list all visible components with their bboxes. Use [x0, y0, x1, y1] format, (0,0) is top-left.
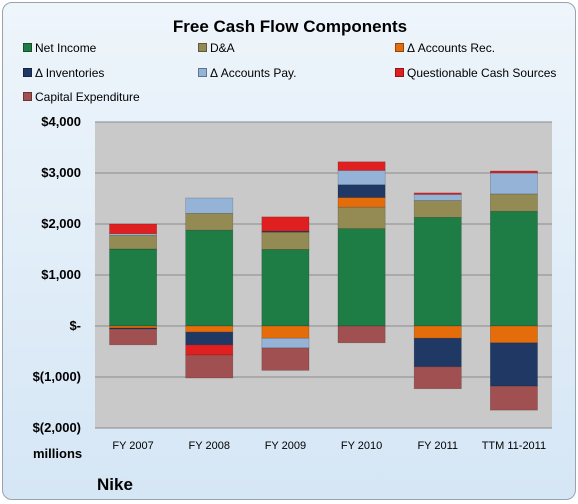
chart-title: Free Cash Flow Components	[172, 17, 408, 36]
bar-delta-accounts-pay-fy-2009	[261, 337, 310, 349]
bar-delta-accounts-rec-fy-2009	[261, 325, 310, 339]
y-tick-label: $-	[69, 318, 81, 333]
bar-capital-expenditure-fy-2010	[337, 325, 386, 344]
bar-questionable-cash-sources-fy-2008	[185, 344, 234, 356]
bar-delta-accounts-pay-fy-2011	[413, 194, 462, 201]
bar-questionable-cash-sources-fy-2007	[109, 223, 157, 234]
legend-item-delta-accounts-pay: Δ Accounts Pay.	[198, 66, 297, 80]
y-tick-label: $4,000	[41, 114, 81, 129]
bar-delta-inventories-ttm-11-2011	[490, 342, 538, 387]
legend-label: D&A	[210, 41, 235, 55]
bar-capital-expenditure-ttm-11-2011	[490, 385, 538, 411]
legend-item-delta-inventories: Δ Inventories	[23, 66, 104, 80]
bar-questionable-cash-sources-fy-2010	[337, 161, 386, 171]
y-tick-label: $(2,000)	[32, 420, 81, 435]
bar-delta-inventories-fy-2010	[337, 184, 386, 198]
x-tick-label: TTM 11-2011	[481, 440, 547, 452]
bar-net-income-fy-2007	[109, 248, 157, 327]
bar-delta-accounts-pay-fy-2010	[337, 170, 386, 186]
bar-danda-fy-2010	[337, 206, 386, 229]
bar-capital-expenditure-fy-2008	[185, 354, 234, 379]
bar-delta-accounts-rec-fy-2010	[337, 197, 386, 208]
bar-delta-accounts-rec-fy-2011	[413, 325, 462, 339]
bar-capital-expenditure-fy-2011	[413, 366, 462, 390]
bar-delta-accounts-rec-fy-2007	[109, 325, 157, 329]
legend-item-delta-accounts-rec: Δ Accounts Rec.	[395, 41, 495, 55]
bar-delta-accounts-rec-fy-2008	[185, 325, 234, 333]
x-tick-label: FY 2009	[264, 440, 307, 452]
legend-label: Net Income	[35, 41, 97, 55]
bar-delta-inventories-fy-2008	[185, 331, 234, 346]
bar-delta-accounts-rec-ttm-11-2011	[490, 325, 538, 344]
x-tick-label: FY 2008	[188, 440, 230, 452]
legend-swatch	[23, 68, 32, 77]
y-tick-label: $(1,000)	[32, 369, 81, 384]
legend-item-net-income: Net Income	[23, 41, 96, 55]
y-tick-label: $1,000	[41, 267, 81, 282]
bar-danda-fy-2011	[413, 200, 462, 218]
legend-label: Δ Accounts Pay.	[210, 66, 297, 80]
bar-danda-ttm-11-2011	[490, 193, 538, 212]
bar-capital-expenditure-fy-2009	[261, 347, 310, 371]
legend-item-danda: D&A	[198, 41, 235, 55]
bar-capital-expenditure-fy-2007	[109, 328, 157, 346]
bar-questionable-cash-sources-fy-2009	[261, 216, 310, 232]
bar-delta-inventories-fy-2011	[413, 337, 462, 368]
bar-delta-accounts-pay-ttm-11-2011	[490, 172, 538, 195]
legend-item-questionable-cash-sources: Questionable Cash Sources	[395, 66, 556, 80]
legend-label: Capital Expenditure	[35, 90, 140, 104]
bar-net-income-ttm-11-2011	[490, 210, 538, 327]
bar-net-income-fy-2011	[413, 217, 462, 327]
units-label: millions	[33, 446, 83, 461]
x-tick-label: FY 2007	[112, 440, 154, 452]
legend-label: Δ Accounts Rec.	[407, 41, 496, 55]
legend-swatch	[23, 92, 32, 101]
legend-label: Δ Inventories	[35, 66, 105, 80]
bar-net-income-fy-2008	[185, 229, 234, 327]
x-tick-label: FY 2011	[417, 440, 459, 452]
legend-swatch	[23, 43, 32, 52]
bar-net-income-fy-2010	[337, 228, 386, 327]
bar-questionable-cash-sources-fy-2011	[413, 192, 462, 195]
bar-danda-fy-2007	[109, 234, 157, 250]
bar-danda-fy-2008	[185, 212, 234, 231]
legend-swatch	[198, 43, 207, 52]
legend-item-capital-expenditure: Capital Expenditure	[23, 90, 140, 104]
bar-danda-fy-2009	[261, 231, 310, 250]
company-label: Nike	[97, 475, 133, 494]
plot-area	[95, 121, 552, 429]
legend-label: Questionable Cash Sources	[407, 66, 557, 80]
bar-questionable-cash-sources-ttm-11-2011	[490, 170, 538, 174]
legend-swatch	[198, 68, 207, 77]
bar-net-income-fy-2009	[261, 249, 310, 327]
legend-swatch	[395, 43, 404, 52]
bar-delta-accounts-pay-fy-2008	[185, 197, 234, 214]
x-tick-label: FY 2010	[340, 440, 383, 452]
y-tick-label: $2,000	[41, 216, 81, 231]
y-tick-label: $3,000	[41, 165, 81, 180]
legend-swatch	[395, 68, 404, 77]
